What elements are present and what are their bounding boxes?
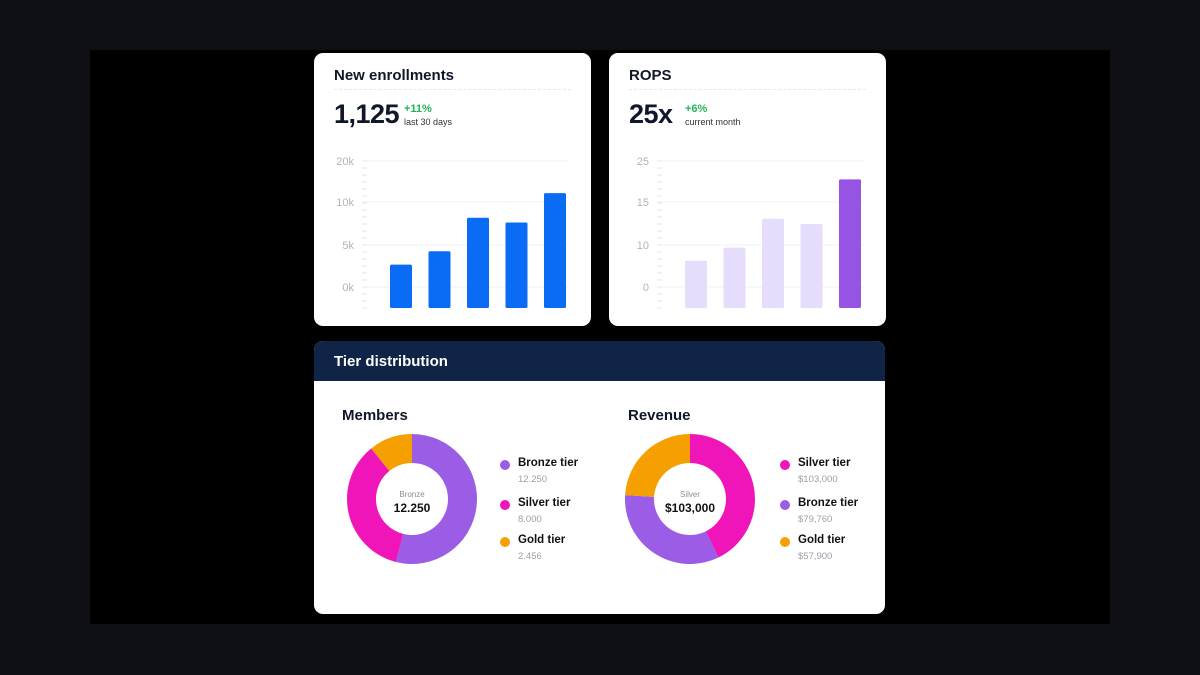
revenue-legend-dot (780, 500, 790, 510)
revenue-slice (690, 434, 755, 558)
members-legend-value: 8.000 (518, 514, 542, 525)
revenue-slice (625, 434, 690, 497)
rops-y-tick: 0 (643, 282, 649, 294)
members-legend-name: Bronze tier (518, 457, 579, 469)
revenue-legend-name: Gold tier (798, 534, 846, 546)
rops-delta-sub: current month (685, 117, 741, 127)
enrollments-divider (334, 89, 571, 90)
members-center-caption: Bronze (399, 490, 425, 499)
revenue-donut-chart (625, 434, 755, 564)
enrollments-y-tick: 20k (336, 156, 354, 168)
enrollments-y-tick: 10k (336, 197, 354, 209)
revenue-legend-value: $79,760 (798, 514, 833, 525)
enrollments-title: New enrollments (334, 67, 455, 84)
revenue-center-label: Silver $103,000 (640, 490, 740, 515)
revenue-legend-dot (780, 460, 790, 470)
rops-delta: +6% (685, 103, 708, 115)
members-title: Members (342, 407, 408, 424)
enrollments-bar (505, 222, 528, 308)
rops-card: ROPS 25x +6% current month 0 10 15 25 (609, 53, 886, 326)
revenue-legend-name: Silver tier (798, 457, 851, 469)
members-slice (396, 434, 478, 564)
members-legend-dot (500, 500, 510, 510)
members-center-label: Bronze 12.250 (362, 490, 462, 515)
rops-bar-chart: 0 10 15 25 (637, 156, 864, 309)
members-slice (371, 434, 412, 471)
enrollments-kpi: 1,125 (334, 99, 400, 129)
enrollments-bar (390, 264, 412, 308)
revenue-center-value: $103,000 (664, 501, 716, 515)
revenue-title: Revenue (628, 407, 691, 424)
enrollments-delta-sub: last 30 days (404, 117, 453, 127)
rops-divider (629, 89, 866, 90)
enrollments-bar (467, 217, 489, 308)
dashboard-stage: New enrollments 1,125 +11% last 30 days … (90, 50, 1110, 624)
members-center-value: 12.250 (393, 501, 431, 515)
revenue-legend-name: Bronze tier (798, 497, 859, 509)
revenue-legend-value: $57,900 (798, 551, 833, 562)
rops-y-tick: 15 (637, 197, 649, 209)
rops-y-tick: 10 (637, 240, 649, 252)
enrollments-bar (544, 193, 566, 308)
rops-bar (800, 224, 823, 308)
rops-bar (723, 247, 746, 308)
rops-kpi: 25x (629, 99, 673, 129)
enrollments-y-tick: 5k (342, 240, 354, 252)
enrollments-y-tick: 0k (342, 282, 354, 294)
enrollments-bar (428, 251, 451, 308)
members-legend-name: Silver tier (518, 497, 571, 509)
rops-bar (762, 218, 784, 308)
tier-distribution-card: Tier distribution Members Bronze 12.250 … (314, 341, 885, 614)
revenue-slice (625, 495, 719, 564)
members-legend-dot (500, 537, 510, 547)
rops-y-tick: 25 (637, 156, 649, 168)
members-slice (347, 448, 404, 563)
rops-bar (685, 260, 707, 308)
rops-title: ROPS (629, 67, 672, 84)
members-legend-value: 2.456 (518, 551, 542, 562)
revenue-legend-dot (780, 537, 790, 547)
enrollments-card: New enrollments 1,125 +11% last 30 days … (314, 53, 591, 326)
tier-header: Tier distribution (314, 341, 885, 381)
enrollments-delta: +11% (404, 103, 432, 115)
tier-header-title: Tier distribution (334, 353, 448, 370)
revenue-legend-value: $103,000 (798, 474, 838, 485)
enrollments-bar-chart: 0k 5k 10k 20k (336, 156, 569, 309)
members-legend-dot (500, 460, 510, 470)
rops-bar (839, 179, 861, 308)
revenue-center-caption: Silver (679, 490, 700, 499)
members-donut-chart (347, 434, 478, 564)
members-legend-value: 12.250 (518, 474, 548, 485)
members-legend-name: Gold tier (518, 534, 566, 546)
